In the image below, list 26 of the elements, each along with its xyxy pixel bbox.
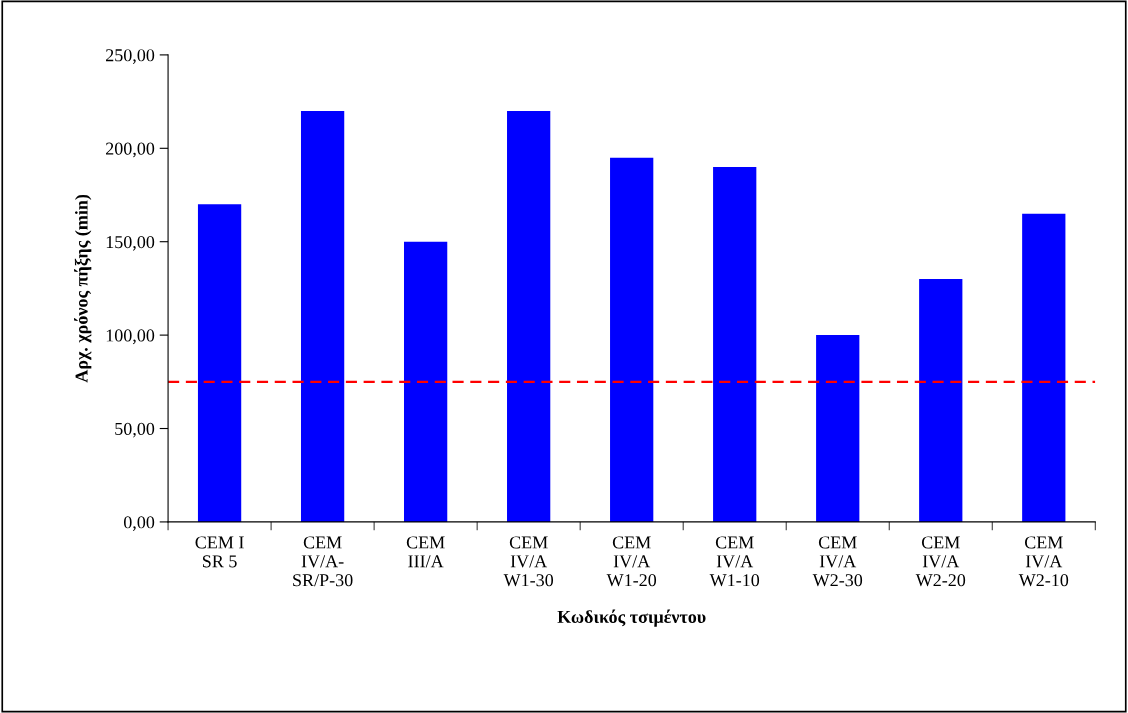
bar: [300, 110, 345, 522]
x-tick-label: CEM IV/A W1-30: [503, 536, 554, 587]
bar: [816, 335, 860, 522]
x-tick-label: CEM IV/A- SR/P-30: [293, 536, 353, 587]
bar: [610, 157, 654, 522]
y-tick-label: 200,00: [106, 142, 155, 158]
bar: [1022, 213, 1066, 522]
x-tick-label: CEM IV/A W1-10: [709, 536, 760, 587]
x-tick-label: CEM IV/A W2-10: [1018, 536, 1069, 587]
bar: [713, 166, 757, 522]
x-tick-label: CEM IV/A W2-20: [915, 536, 966, 587]
y-tick-label: 150,00: [106, 235, 155, 251]
y-tick-label: 50,00: [115, 422, 155, 438]
y-axis-title: Αρχ. χρόνος πήξης (min): [74, 194, 92, 383]
x-tick-label: CEM I SR 5: [195, 536, 244, 568]
bar: [404, 241, 448, 522]
y-tick-label: 0,00: [123, 516, 155, 531]
bar: [197, 204, 242, 522]
x-tick-label: CEM IV/A W2-30: [812, 536, 863, 587]
x-tick-label: CEM IV/A W1-20: [606, 536, 657, 587]
bar: [507, 110, 551, 522]
bar: [919, 279, 963, 522]
x-axis-title: Κωδικός τσιμέντου: [557, 609, 706, 627]
y-tick-label: 100,00: [106, 329, 155, 345]
y-tick-label: 250,00: [106, 49, 155, 64]
x-tick-label: CEM III/A: [406, 536, 445, 568]
